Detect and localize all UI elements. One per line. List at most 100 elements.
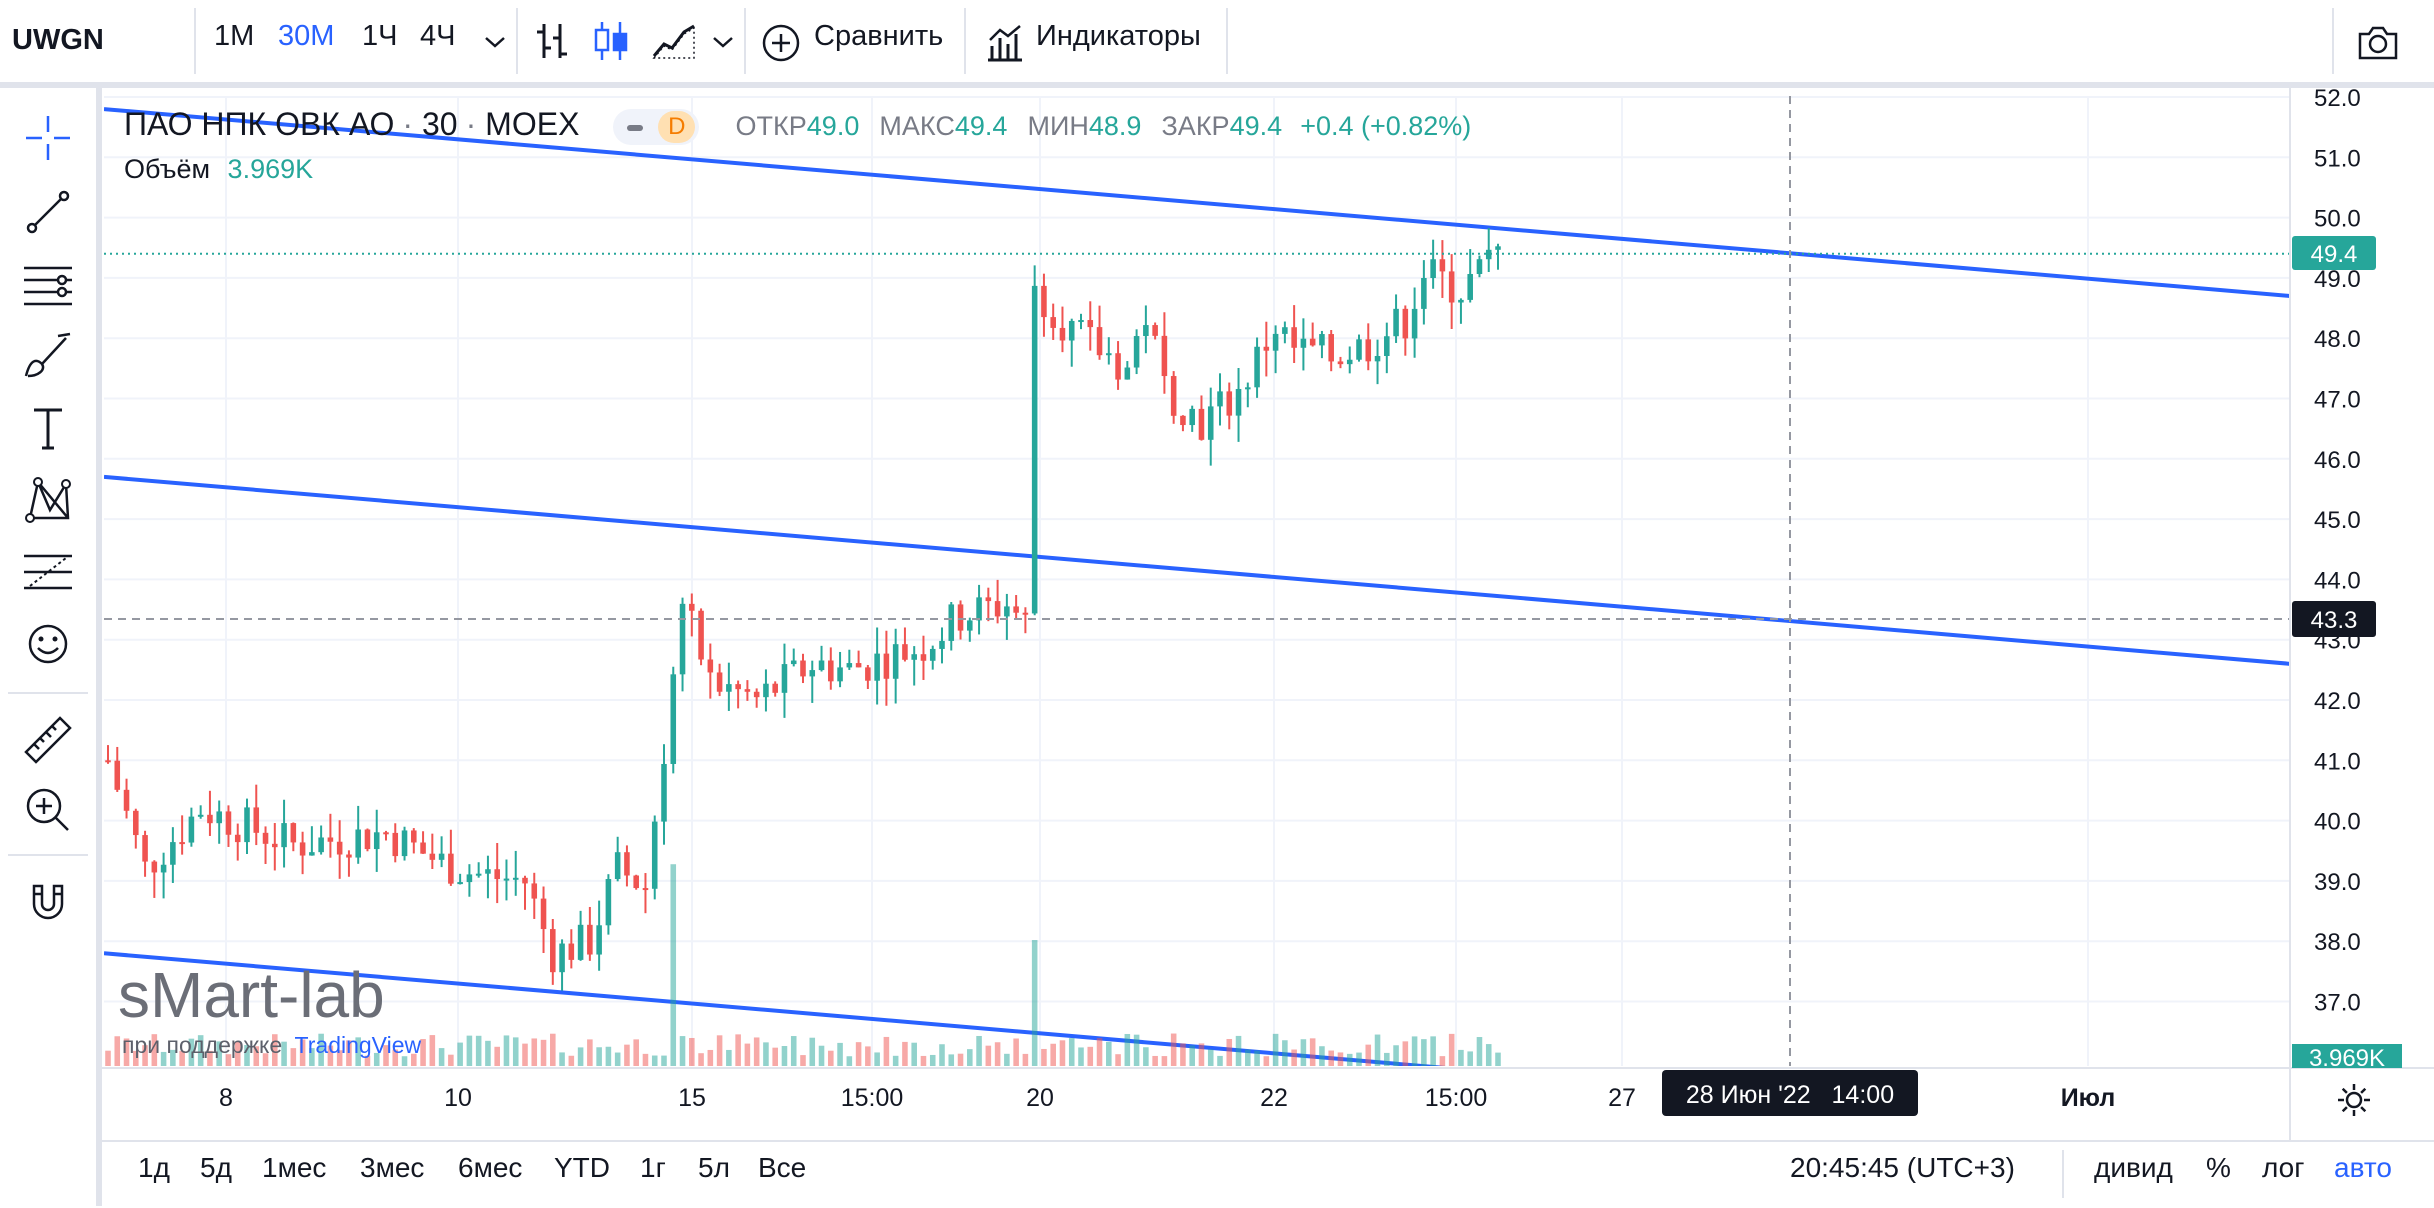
market-status-badge[interactable]: D bbox=[613, 109, 700, 146]
range-5d[interactable]: 5д bbox=[200, 1152, 232, 1183]
candle-body bbox=[1384, 336, 1390, 356]
volume-bar bbox=[809, 1037, 816, 1066]
candle-body bbox=[1485, 249, 1492, 260]
dividends-toggle[interactable]: дивид bbox=[2094, 1152, 2173, 1183]
price-chart[interactable]: 52.051.050.049.048.047.046.045.044.043.0… bbox=[0, 0, 2434, 1140]
candle-body bbox=[790, 660, 797, 665]
range-1d[interactable]: 1д bbox=[138, 1152, 170, 1183]
volume-bar bbox=[1319, 1046, 1325, 1066]
candle-body bbox=[1282, 327, 1288, 334]
clock-timezone[interactable]: 20:45:45 (UTC+3) bbox=[1790, 1152, 2015, 1183]
volume-legend: Объём 3.969K bbox=[124, 154, 313, 185]
volume-bar bbox=[633, 1039, 639, 1066]
volume-bar bbox=[151, 1034, 158, 1066]
toolbar-divider bbox=[8, 854, 88, 856]
interval-1h[interactable]: 1Ч bbox=[362, 20, 398, 52]
range-1m[interactable]: 1мес bbox=[262, 1152, 327, 1183]
candle-body bbox=[837, 667, 843, 682]
range-3m[interactable]: 3мес bbox=[360, 1152, 425, 1183]
volume-bar bbox=[290, 1048, 297, 1066]
crosshair-icon[interactable] bbox=[22, 112, 74, 164]
interval-4h[interactable]: 4Ч bbox=[420, 20, 456, 52]
candle-body bbox=[448, 853, 454, 884]
camera-icon[interactable] bbox=[2356, 22, 2400, 62]
ruler-icon[interactable] bbox=[22, 714, 74, 766]
smartlab-logo: sMart-lab bbox=[118, 959, 385, 1031]
volume-bar bbox=[1439, 1056, 1446, 1066]
candle-body bbox=[1374, 355, 1381, 362]
emoji-icon[interactable] bbox=[22, 618, 74, 670]
candle-body bbox=[614, 852, 621, 880]
volume-bar bbox=[262, 1053, 269, 1066]
range-all[interactable]: Все bbox=[758, 1152, 807, 1183]
fib-icon[interactable] bbox=[22, 546, 74, 598]
range-ytd[interactable]: YTD bbox=[554, 1152, 610, 1183]
candle-body bbox=[281, 823, 287, 848]
price-tick-label: 44.0 bbox=[2314, 567, 2361, 594]
magnet-icon[interactable] bbox=[22, 878, 74, 930]
pattern-icon[interactable] bbox=[22, 474, 74, 526]
crosshair-price-text: 43.3 bbox=[2311, 607, 2358, 634]
candle-body bbox=[846, 663, 853, 668]
indicators-icon[interactable] bbox=[984, 22, 1026, 64]
volume-bar bbox=[1485, 1044, 1492, 1066]
range-6m[interactable]: 6мес bbox=[458, 1152, 523, 1183]
price-axis[interactable]: 52.051.050.049.048.047.046.045.044.043.0… bbox=[2314, 85, 2361, 1017]
candle-body bbox=[392, 832, 399, 857]
plus-circle-icon[interactable] bbox=[760, 22, 802, 64]
candle-body bbox=[902, 644, 908, 660]
range-5y[interactable]: 5л bbox=[698, 1152, 730, 1183]
last-volume-text: 3.969K bbox=[2309, 1045, 2385, 1072]
auto-scale-toggle[interactable]: авто bbox=[2334, 1152, 2392, 1183]
candle-body bbox=[207, 814, 213, 824]
settings-gear-icon[interactable] bbox=[2338, 1084, 2370, 1116]
volume-bar bbox=[457, 1042, 463, 1066]
candle-body bbox=[411, 830, 417, 843]
volume-bar bbox=[679, 1036, 686, 1066]
candle-body bbox=[1346, 359, 1353, 365]
volume-bar bbox=[1384, 1052, 1390, 1066]
chevron-down-icon[interactable] bbox=[478, 30, 512, 54]
candle-body bbox=[633, 875, 639, 889]
range-1y[interactable]: 1г bbox=[640, 1152, 666, 1183]
instrument-interval: 30 bbox=[421, 106, 458, 142]
candle-body bbox=[327, 837, 334, 842]
candle-body bbox=[355, 829, 361, 858]
instrument-title[interactable]: ПАО НПК ОВК АО bbox=[124, 106, 395, 142]
candles-icon[interactable] bbox=[588, 18, 634, 64]
area-icon[interactable] bbox=[650, 18, 698, 64]
channel-line bbox=[104, 107, 2290, 298]
powered-by[interactable]: при поддержке TradingView bbox=[122, 1032, 422, 1058]
volume-bar bbox=[512, 1037, 519, 1066]
candle-body bbox=[1300, 338, 1307, 348]
time-axis[interactable]: 8 10 15 15:00 20 22 15:00 27 Июл bbox=[219, 1084, 2115, 1112]
candle-body bbox=[828, 660, 834, 682]
candle-body bbox=[661, 763, 667, 822]
volume-bar bbox=[994, 1042, 1001, 1066]
candle-body bbox=[772, 683, 778, 693]
volume-bar bbox=[1041, 1048, 1047, 1066]
trend-line-icon[interactable] bbox=[22, 186, 74, 238]
bars-icon[interactable] bbox=[530, 18, 576, 64]
volume-bar bbox=[985, 1045, 992, 1066]
symbol-search[interactable]: UWGN bbox=[12, 24, 104, 56]
indicators-button[interactable]: Индикаторы bbox=[1036, 20, 1201, 52]
candle-body bbox=[994, 601, 1001, 617]
interval-30m[interactable]: 30М bbox=[278, 20, 335, 52]
brush-icon[interactable] bbox=[22, 330, 74, 382]
percent-toggle[interactable]: % bbox=[2206, 1152, 2231, 1183]
candle-body bbox=[1059, 327, 1066, 341]
channel-lines[interactable] bbox=[104, 107, 2290, 1140]
candle-body bbox=[976, 597, 982, 621]
chevron-down-icon[interactable] bbox=[706, 30, 740, 54]
volume-bar bbox=[763, 1042, 769, 1066]
volume-label: Объём bbox=[124, 154, 211, 184]
volume-bar bbox=[1106, 1041, 1112, 1066]
text-icon[interactable] bbox=[22, 402, 74, 454]
log-toggle[interactable]: лог bbox=[2262, 1152, 2305, 1183]
candle-body bbox=[1272, 333, 1279, 351]
horizontal-lines-icon[interactable] bbox=[22, 258, 74, 310]
compare-button[interactable]: Сравнить bbox=[814, 20, 944, 52]
interval-1m[interactable]: 1М bbox=[214, 20, 255, 52]
zoom-icon[interactable] bbox=[22, 784, 74, 836]
